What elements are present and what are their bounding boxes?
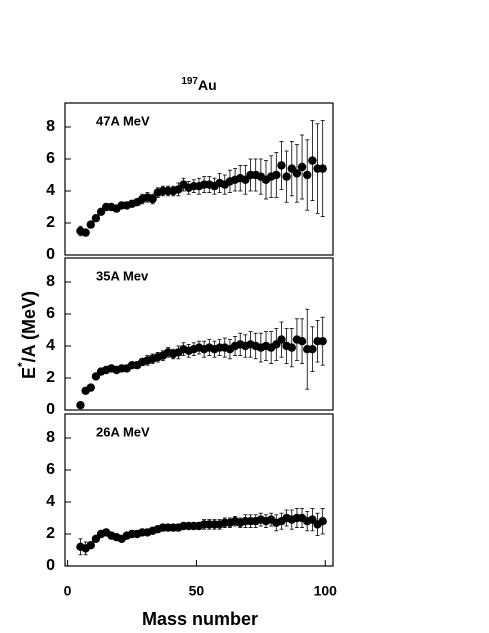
y-label-part: E bbox=[19, 367, 39, 379]
y-label-part: /A (MeV) bbox=[19, 291, 39, 362]
y-tick-label: 8 bbox=[46, 429, 55, 446]
y-label-superscript: * bbox=[15, 362, 29, 367]
y-tick-label: 4 bbox=[46, 337, 55, 354]
x-axis-label: Mass number bbox=[142, 609, 258, 629]
data-point bbox=[76, 401, 85, 410]
data-point bbox=[272, 170, 281, 180]
data-point bbox=[148, 194, 157, 204]
data-point bbox=[318, 517, 327, 526]
panel-annotation: 47A MeV bbox=[96, 113, 150, 128]
data-point bbox=[308, 156, 317, 165]
data-point bbox=[277, 161, 286, 170]
data-point bbox=[308, 345, 317, 354]
y-axis-label: E*/A (MeV) bbox=[15, 291, 39, 379]
data-point bbox=[86, 220, 95, 229]
y-tick-label: 4 bbox=[46, 182, 55, 199]
data-point bbox=[287, 343, 296, 352]
x-tick-label: 50 bbox=[189, 583, 205, 599]
plot-frame bbox=[64, 102, 334, 256]
y-tick-label: 2 bbox=[46, 214, 55, 231]
title-element: Au bbox=[198, 77, 217, 93]
plot-frame bbox=[64, 257, 334, 411]
panel-annotation: 26A MeV bbox=[96, 424, 150, 439]
data-point bbox=[86, 541, 95, 550]
y-tick-label: 2 bbox=[46, 369, 55, 386]
data-point bbox=[297, 162, 307, 172]
chart-title: 197Au bbox=[181, 76, 216, 93]
data-point bbox=[277, 335, 286, 344]
data-point bbox=[318, 164, 327, 173]
y-tick-label: 2 bbox=[46, 525, 55, 542]
panel-annotation: 35A Mev bbox=[96, 268, 149, 283]
y-tick-label: 0 bbox=[46, 246, 55, 263]
y-tick-label: 6 bbox=[46, 150, 55, 167]
data-point bbox=[297, 337, 307, 346]
y-tick-label: 0 bbox=[46, 401, 55, 418]
data-point bbox=[282, 172, 291, 181]
data-point bbox=[81, 228, 90, 237]
x-tick-label: 100 bbox=[314, 583, 338, 599]
data-point bbox=[318, 337, 327, 346]
data-point bbox=[303, 170, 312, 180]
y-tick-label: 4 bbox=[46, 493, 55, 510]
y-tick-label: 6 bbox=[46, 461, 55, 478]
title-superscript: 197 bbox=[181, 76, 198, 87]
y-tick-label: 0 bbox=[46, 557, 55, 574]
data-point bbox=[91, 214, 101, 223]
data-point bbox=[86, 383, 95, 392]
plot-frame bbox=[64, 413, 334, 567]
data-point bbox=[292, 169, 302, 178]
y-tick-label: 8 bbox=[46, 273, 55, 290]
y-tick-label: 8 bbox=[46, 118, 55, 135]
y-tick-label: 6 bbox=[46, 305, 55, 322]
x-tick-label: 0 bbox=[64, 583, 72, 599]
